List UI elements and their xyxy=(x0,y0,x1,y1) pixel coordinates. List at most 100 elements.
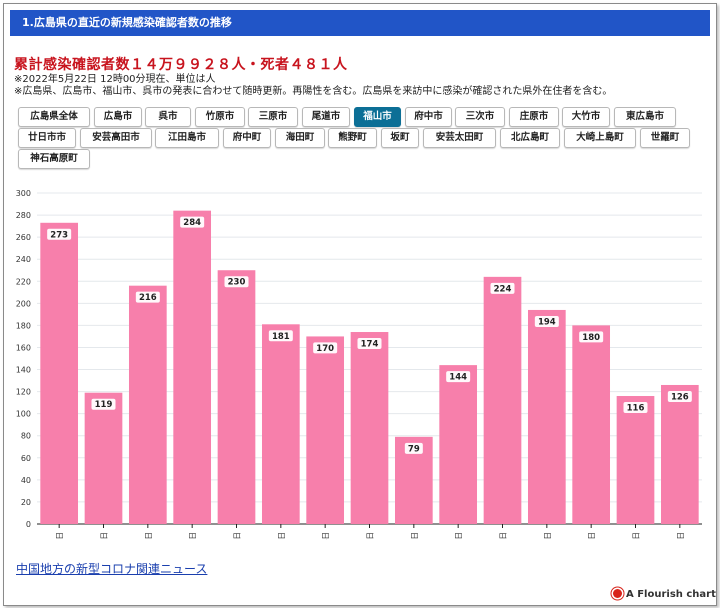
filter-button[interactable]: 坂町 xyxy=(381,128,419,148)
y-tick-label: 60 xyxy=(21,454,31,463)
update-note: ※2022年5月22日 12時00分現在、単位は人 xyxy=(14,74,216,85)
news-link[interactable]: 中国地方の新型コロナ関連ニュース xyxy=(16,562,208,576)
x-tick-label: 20日 xyxy=(587,532,596,540)
x-tick-label: 17日 xyxy=(454,532,463,540)
filter-button[interactable]: 広島県全体 xyxy=(18,107,90,127)
data-label: 116 xyxy=(627,404,645,414)
filter-button[interactable]: 神石高原町 xyxy=(18,149,90,169)
filter-button[interactable]: 庄原市 xyxy=(509,107,559,127)
data-label-background xyxy=(91,398,116,410)
data-label: 170 xyxy=(316,344,334,354)
filter-button[interactable]: 府中町 xyxy=(223,128,271,148)
filter-button[interactable]: 広島市 xyxy=(94,107,142,127)
bar xyxy=(84,392,123,524)
bar xyxy=(616,396,655,524)
filter-button[interactable]: 竹原市 xyxy=(195,107,245,127)
bar xyxy=(128,285,167,524)
x-tick-label: 12日 xyxy=(233,532,242,540)
bar xyxy=(350,332,389,524)
data-label: 194 xyxy=(538,317,556,327)
filter-button[interactable]: 大竹市 xyxy=(562,107,610,127)
y-tick-label: 260 xyxy=(16,233,31,242)
data-label-background xyxy=(623,402,648,414)
y-tick-label: 300 xyxy=(16,189,31,198)
data-label-background xyxy=(224,276,249,288)
filter-button[interactable]: 呉市 xyxy=(145,107,191,127)
filter-button[interactable]: 三次市 xyxy=(455,107,505,127)
y-tick-label: 160 xyxy=(16,343,31,352)
data-label-background xyxy=(357,338,382,350)
bar xyxy=(483,276,522,524)
data-label: 230 xyxy=(228,278,246,288)
data-label-background xyxy=(404,442,423,454)
data-label: 284 xyxy=(183,218,201,228)
y-tick-label: 180 xyxy=(16,321,31,330)
y-tick-label: 40 xyxy=(21,476,31,485)
data-label: 79 xyxy=(408,444,420,454)
bar xyxy=(439,365,478,524)
filter-button[interactable]: 熊野町 xyxy=(328,128,377,148)
bar xyxy=(660,384,699,524)
flourish-logo-icon xyxy=(613,589,622,598)
source-note: ※広島県、広島市、福山市、呉市の発表に合わせて随時更新。再陽性を含む。広島県を来… xyxy=(14,86,613,97)
filter-button[interactable]: 廿日市市 xyxy=(18,128,76,148)
y-tick-label: 200 xyxy=(16,299,31,308)
y-tick-label: 80 xyxy=(21,432,31,441)
bar xyxy=(217,270,256,524)
filter-button[interactable]: 江田島市 xyxy=(155,128,219,148)
y-tick-label: 100 xyxy=(16,410,31,419)
x-tick-label: 13日 xyxy=(277,532,286,540)
data-label: 174 xyxy=(361,340,379,350)
y-tick-label: 120 xyxy=(16,388,31,397)
filter-button-active[interactable]: 福山市 xyxy=(354,107,401,127)
x-tick-label: 18日 xyxy=(499,532,508,540)
x-tick-label: 14日 xyxy=(321,532,330,540)
data-label-background xyxy=(268,330,293,342)
bar xyxy=(572,325,611,524)
x-tick-label: 19日 xyxy=(543,532,552,540)
data-label-background xyxy=(490,282,515,294)
data-label-background xyxy=(579,331,604,343)
data-label-background xyxy=(135,291,160,303)
data-label: 180 xyxy=(582,333,600,343)
data-label: 224 xyxy=(494,284,512,294)
filter-button[interactable]: 東広島市 xyxy=(614,107,676,127)
bar xyxy=(261,324,300,524)
x-tick-label: 21日 xyxy=(632,532,641,540)
bar xyxy=(40,222,79,524)
data-label: 119 xyxy=(95,400,113,410)
y-tick-label: 240 xyxy=(16,255,31,264)
data-label: 273 xyxy=(50,230,68,240)
y-tick-label: 20 xyxy=(21,498,31,507)
data-label: 181 xyxy=(272,332,290,342)
bar xyxy=(306,336,345,524)
filter-button[interactable]: 海田町 xyxy=(275,128,325,148)
cumulative-summary-title: 累計感染確認者数１４万９９２８人・死者４８１人 xyxy=(14,57,348,73)
filter-button[interactable]: 安芸高田市 xyxy=(80,128,152,148)
filter-button[interactable]: 大崎上島町 xyxy=(564,128,636,148)
data-label-background xyxy=(313,342,338,354)
data-label: 144 xyxy=(449,373,467,383)
filter-button[interactable]: 尾道市 xyxy=(302,107,350,127)
flourish-credit[interactable]: A Flourish chart xyxy=(613,589,716,600)
filter-button[interactable]: 府中市 xyxy=(405,107,452,127)
x-tick-label: 22日 xyxy=(676,532,685,540)
y-tick-label: 0 xyxy=(26,520,31,529)
x-tick-label: 10日 xyxy=(144,532,153,540)
filter-button[interactable]: 北広島町 xyxy=(500,128,560,148)
filter-button[interactable]: 世羅町 xyxy=(640,128,690,148)
data-label-background xyxy=(667,390,692,402)
filter-button[interactable]: 安芸太田町 xyxy=(423,128,496,148)
data-label: 126 xyxy=(671,392,689,402)
x-tick-label: 8日 xyxy=(55,532,64,540)
section-header: 1.広島県の直近の新規感染確認者数の推移 xyxy=(10,10,710,36)
x-tick-label: 11日 xyxy=(188,532,197,540)
y-tick-label: 140 xyxy=(16,366,31,375)
daily-cases-bar-chart: 0 20 40 60 80 100 120 140 160 180 200 220 240 260 280 3… xyxy=(16,189,702,540)
filter-button[interactable]: 三原市 xyxy=(248,107,298,127)
flourish-credit-label: A Flourish chart xyxy=(626,589,716,600)
y-tick-label: 220 xyxy=(16,277,31,286)
data-label: 216 xyxy=(139,293,157,303)
y-tick-label: 280 xyxy=(16,211,31,220)
x-tick-label: 9日 xyxy=(100,532,109,540)
